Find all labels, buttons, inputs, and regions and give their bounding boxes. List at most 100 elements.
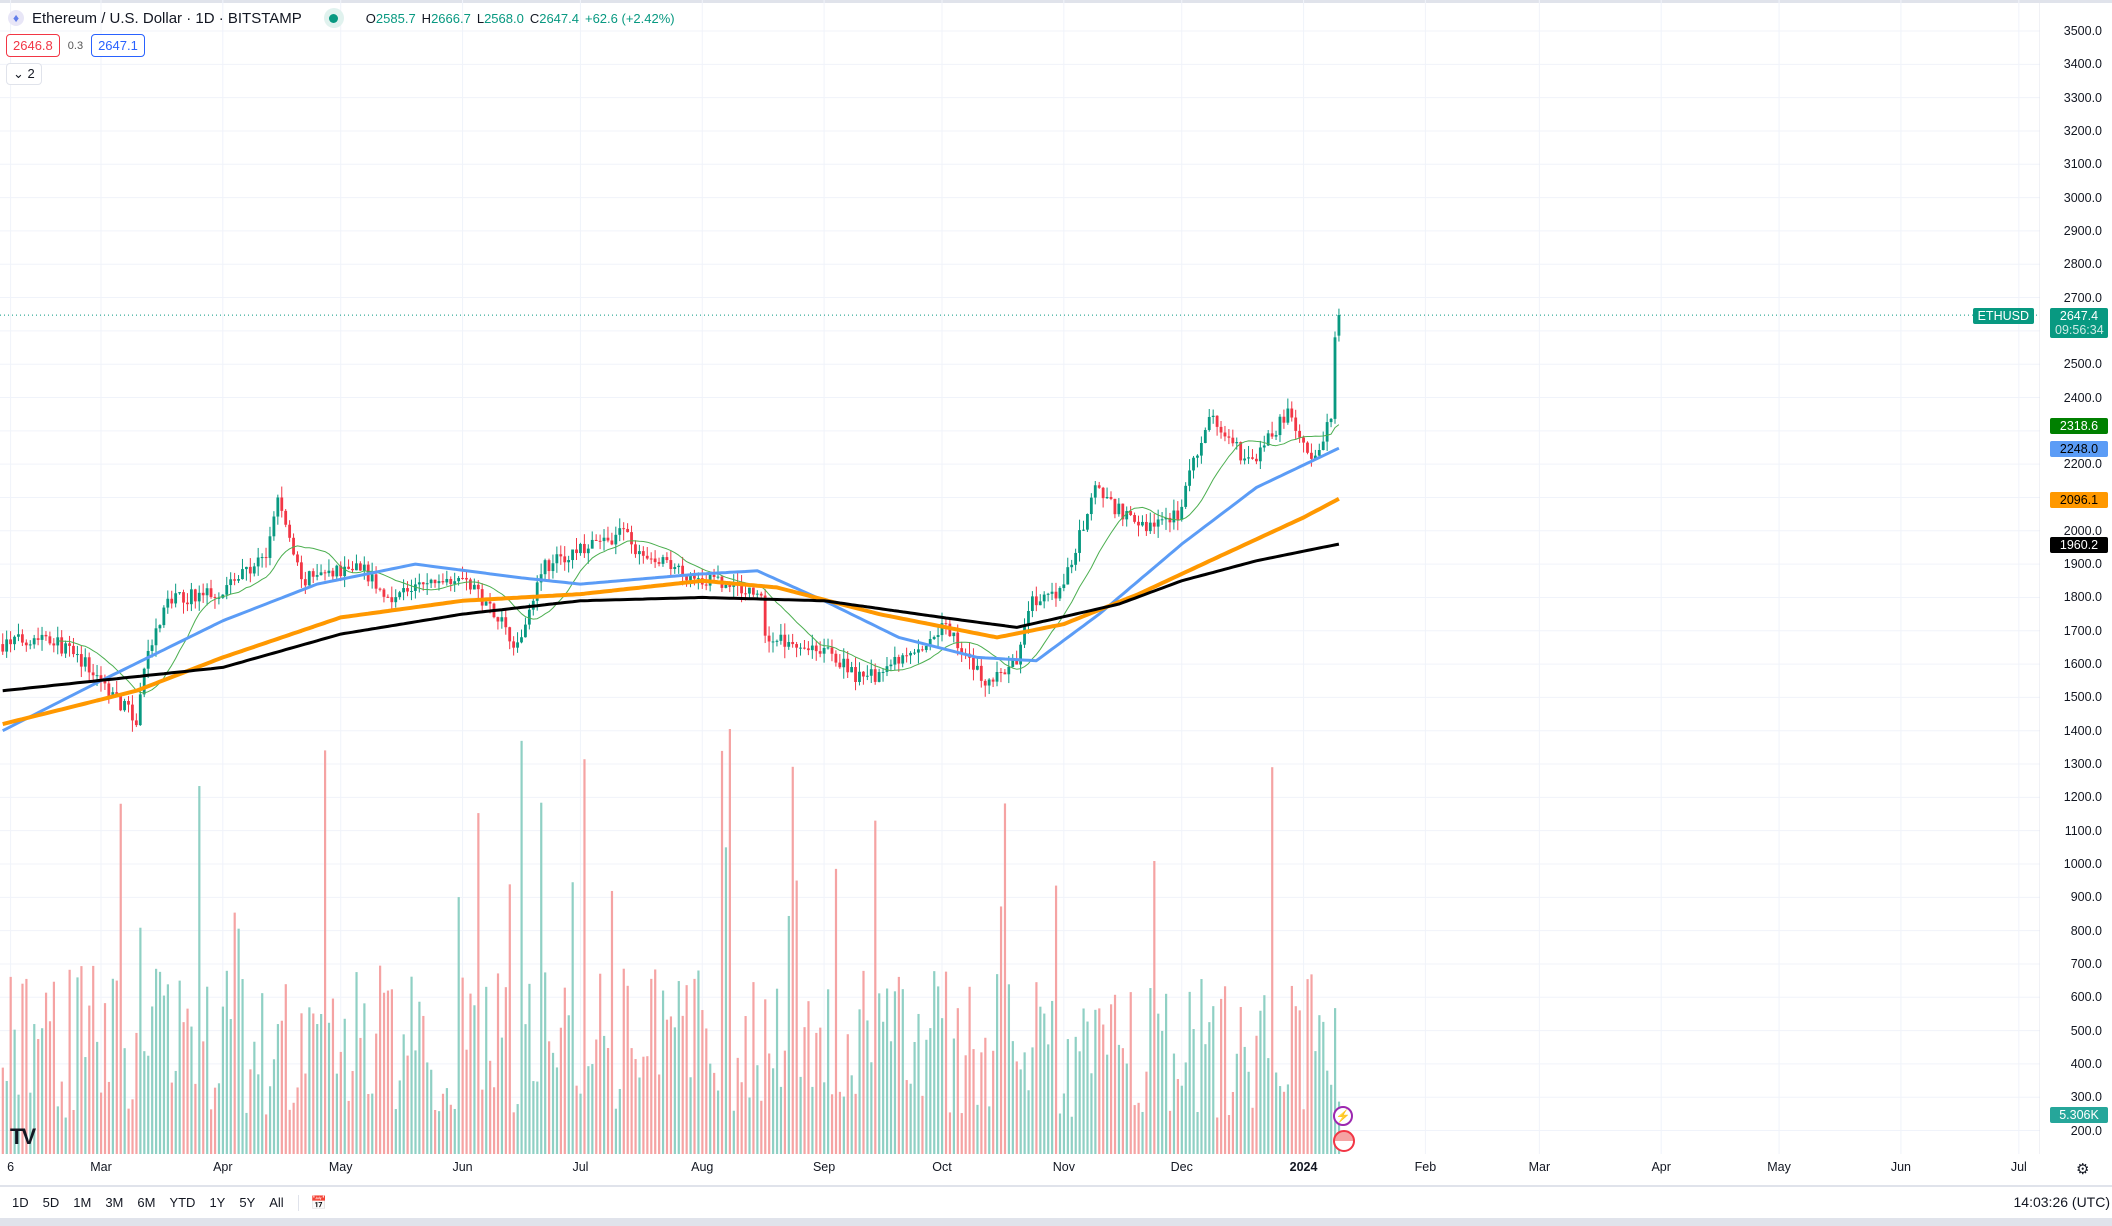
candle-body: [1231, 437, 1235, 444]
candle-body: [649, 558, 653, 560]
candle-body: [858, 671, 861, 683]
volume-bar: [685, 985, 688, 1154]
volume-bar: [257, 1074, 260, 1154]
candle-body: [1298, 430, 1302, 438]
go-to-date-icon[interactable]: 📅: [297, 1194, 327, 1211]
candle-body: [1125, 511, 1129, 520]
volume-bar: [559, 1027, 562, 1154]
volume-bar: [599, 973, 602, 1154]
volume-bar: [9, 976, 12, 1154]
tradingview-logo[interactable]: TV: [10, 1124, 36, 1149]
volume-bar: [658, 1074, 661, 1154]
price-label: 400.0: [2070, 1056, 2102, 1071]
volume-bar: [1192, 1029, 1195, 1154]
candle-body: [500, 617, 504, 622]
volume-bar: [1278, 1086, 1282, 1154]
price-chart[interactable]: [0, 0, 2040, 1154]
range-1y[interactable]: 1Y: [209, 1195, 226, 1210]
candle-body: [1325, 422, 1329, 442]
candle-body: [166, 598, 170, 608]
range-1d[interactable]: 1D: [12, 1195, 29, 1210]
candle-body: [1046, 593, 1050, 595]
ma-200-tag: 1960.2: [2050, 537, 2108, 553]
symbol-title[interactable]: Ethereum / U.S. Dollar · 1D · BITSTAMP: [32, 9, 302, 27]
candle-body: [535, 582, 539, 601]
volume-bar: [1290, 985, 1293, 1154]
volume-bar: [186, 1008, 189, 1154]
candle-body: [1278, 416, 1282, 436]
candle-body: [661, 557, 665, 564]
volume-bar: [363, 1003, 366, 1154]
volume-bar: [815, 1032, 818, 1154]
range-3m[interactable]: 3M: [105, 1195, 124, 1210]
candle-body: [131, 704, 134, 721]
volume-bar: [414, 1050, 417, 1154]
volume-bar: [567, 1015, 570, 1154]
candle-body: [818, 651, 822, 654]
volume-bar: [80, 966, 83, 1154]
us-flag-event-icon[interactable]: [1333, 1130, 1355, 1152]
candle-body: [846, 658, 850, 673]
range-6m[interactable]: 6M: [137, 1195, 156, 1210]
clock[interactable]: 14:03:26 (UTC): [2013, 1194, 2110, 1210]
candle-body: [885, 666, 889, 672]
volume-bar: [964, 1055, 967, 1154]
volume-bar: [445, 1088, 449, 1154]
volume-bar: [367, 1094, 370, 1154]
volume-bar: [1074, 1036, 1077, 1154]
volume-bar: [575, 1085, 578, 1154]
volume-bar: [213, 1087, 217, 1154]
volume-bar: [728, 729, 731, 1154]
candle-body: [1317, 450, 1321, 456]
candle-body: [1030, 596, 1034, 611]
candle-body: [637, 551, 641, 555]
volume-bar: [178, 980, 181, 1154]
volume-bar: [512, 1112, 515, 1154]
volume-bar: [1251, 1107, 1254, 1154]
candle-body: [205, 588, 209, 596]
buy-button[interactable]: 2647.1: [91, 34, 145, 57]
volume-bar: [992, 1050, 995, 1154]
volume-bar: [241, 979, 244, 1154]
range-5y[interactable]: 5Y: [239, 1195, 256, 1210]
volume-bar: [1322, 1021, 1325, 1154]
candle-body: [799, 647, 802, 649]
volume-bar: [119, 803, 122, 1154]
candle-body: [1310, 452, 1313, 459]
volume-bar: [555, 1067, 559, 1154]
volume-bar: [162, 995, 166, 1154]
volume-bar: [418, 1001, 421, 1154]
volume-bar: [622, 968, 625, 1154]
volume-bar: [335, 1073, 338, 1154]
settings-icon[interactable]: ⚙: [2076, 1161, 2090, 1178]
volume-bar: [1247, 1071, 1250, 1154]
indicators-toggle-button[interactable]: ⌄ 2: [6, 63, 42, 85]
volume-bar: [217, 1083, 221, 1154]
volume-bar: [976, 1104, 979, 1154]
candle-body: [1266, 433, 1270, 446]
candle-body: [724, 584, 728, 588]
candle-body: [68, 643, 71, 646]
volume-bar: [1298, 1010, 1301, 1154]
ma-50-line: [2, 446, 1340, 733]
range-1m[interactable]: 1M: [73, 1195, 92, 1210]
range-5d[interactable]: 5D: [42, 1195, 60, 1210]
time-label: Apr: [213, 1160, 233, 1174]
candle-body: [555, 554, 559, 564]
range-ytd[interactable]: YTD: [169, 1195, 196, 1210]
range-all[interactable]: All: [269, 1195, 284, 1210]
sell-button[interactable]: 2646.8: [6, 34, 60, 57]
candle-body: [830, 647, 834, 654]
candle-body: [865, 675, 869, 677]
candle-body: [759, 593, 763, 596]
bottom-toolbar: 1D 5D 1M 3M 6M YTD 1Y 5Y All 📅: [0, 1185, 2112, 1218]
volume-bar: [457, 897, 460, 1154]
lightning-icon[interactable]: ⚡: [1333, 1106, 1353, 1126]
quote-row: 2646.8 0.3 2647.1: [6, 34, 145, 57]
volume-bar: [170, 1082, 173, 1154]
candle-body: [1129, 511, 1133, 516]
volume-bar: [437, 1111, 441, 1154]
volume-bar: [1023, 1052, 1026, 1154]
candle-body: [936, 635, 940, 637]
volume-bar: [854, 1093, 857, 1154]
